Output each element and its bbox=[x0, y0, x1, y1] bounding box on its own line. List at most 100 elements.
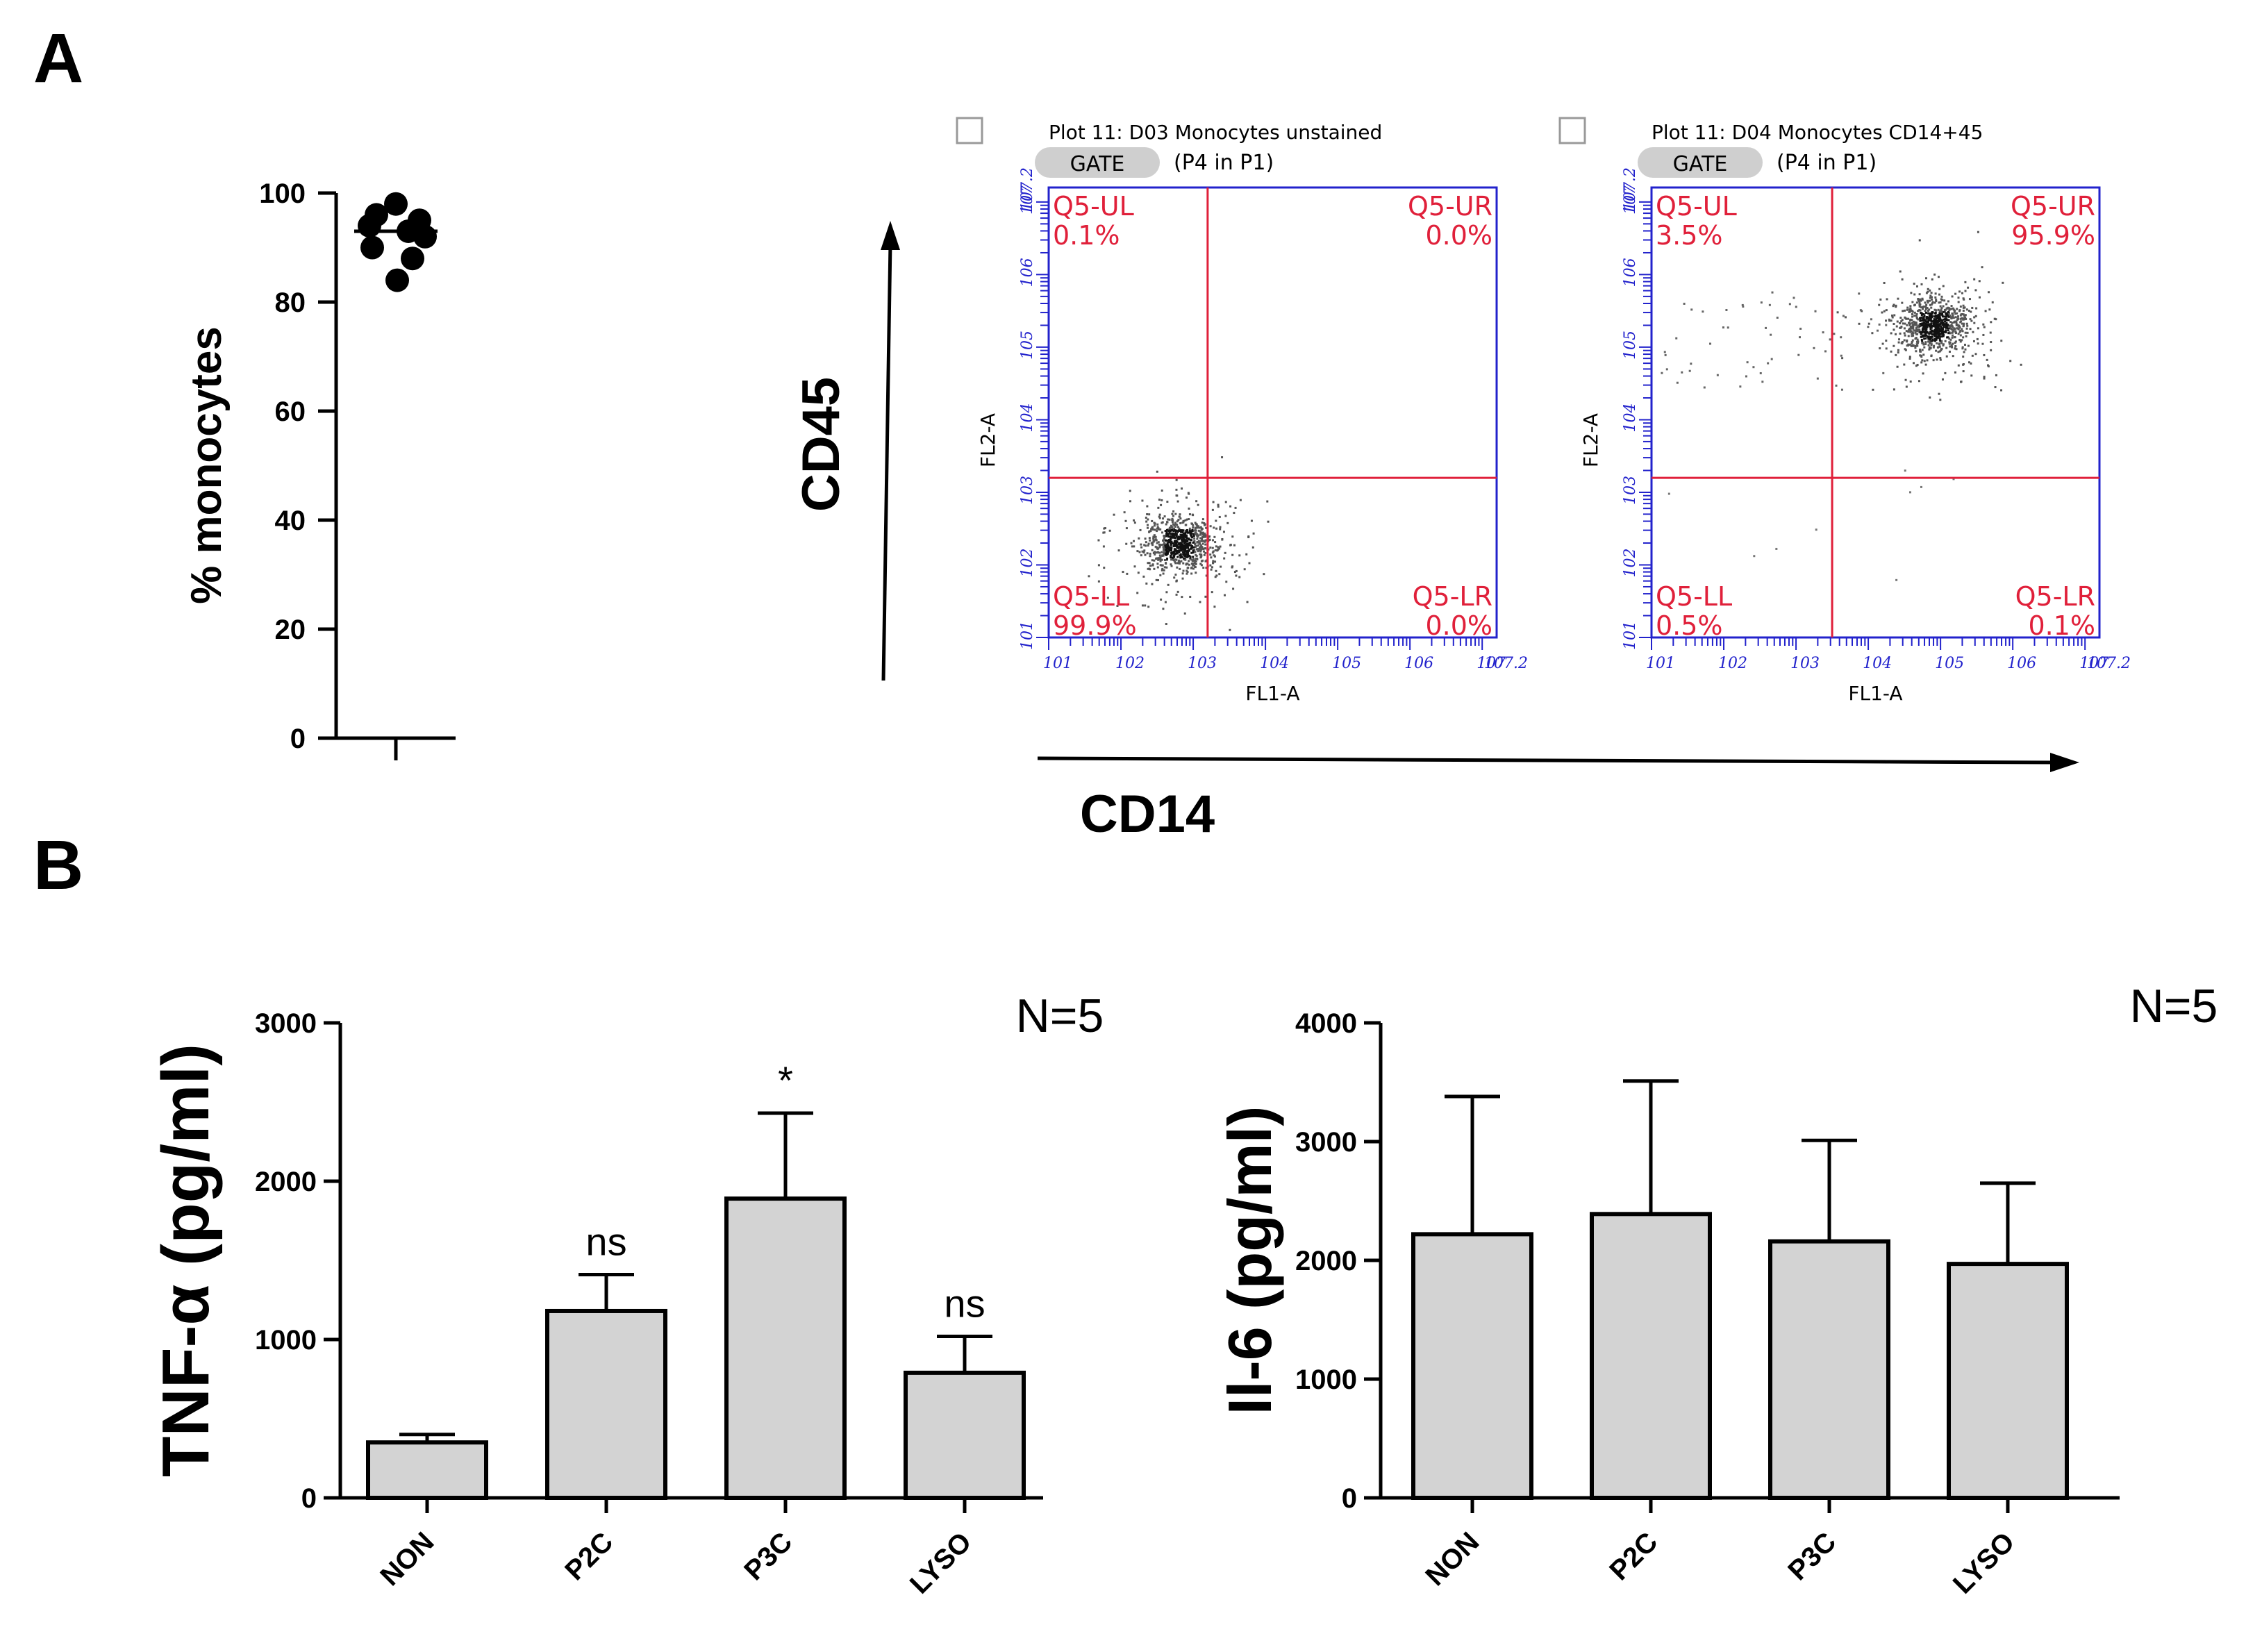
event-dot bbox=[1218, 573, 1221, 576]
event-dot bbox=[1924, 337, 1927, 340]
event-dot bbox=[1175, 593, 1178, 596]
event-dot bbox=[1703, 386, 1706, 389]
y-axis-title: FL2-A bbox=[976, 413, 999, 467]
event-dot bbox=[1927, 290, 1929, 293]
event-dot bbox=[1233, 544, 1236, 547]
event-dot bbox=[1917, 299, 1920, 301]
event-dot bbox=[1186, 544, 1188, 547]
event-dot bbox=[1182, 532, 1185, 535]
event-dot bbox=[1925, 321, 1928, 324]
event-dot bbox=[1197, 548, 1199, 551]
event-dot bbox=[1173, 576, 1176, 579]
event-dot bbox=[1841, 357, 1844, 360]
event-dot bbox=[1165, 543, 1168, 546]
event-dot bbox=[1878, 303, 1881, 306]
event-dot bbox=[1858, 292, 1861, 295]
event-dot bbox=[1239, 499, 1242, 501]
event-dot bbox=[1173, 524, 1176, 526]
event-dot bbox=[1897, 297, 1899, 300]
event-dot bbox=[1995, 318, 1997, 321]
event-dot bbox=[1214, 560, 1217, 563]
event-dot bbox=[1192, 563, 1195, 566]
event-dot bbox=[1179, 553, 1182, 556]
event-dot bbox=[1912, 320, 1915, 323]
event-dot bbox=[1182, 562, 1185, 565]
event-dot bbox=[1929, 341, 1931, 344]
event-dot bbox=[1964, 281, 1967, 283]
event-dot bbox=[1942, 333, 1945, 335]
event-dot bbox=[1213, 554, 1215, 557]
event-dot bbox=[1229, 505, 1232, 508]
event-dot bbox=[1926, 299, 1929, 302]
event-dot bbox=[1144, 553, 1147, 556]
event-dot bbox=[1162, 540, 1165, 542]
event-dot bbox=[1199, 530, 1201, 533]
event-dot bbox=[1938, 345, 1941, 348]
event-dot bbox=[1171, 528, 1174, 531]
event-dot bbox=[1920, 314, 1923, 317]
event-dot bbox=[1902, 310, 1904, 312]
event-dot bbox=[1231, 553, 1234, 556]
cd45-arrow-shaft bbox=[881, 242, 892, 681]
event-dot bbox=[1923, 324, 1926, 327]
event-dot bbox=[1893, 344, 1895, 347]
event-dot bbox=[1201, 559, 1204, 562]
event-dot bbox=[1212, 560, 1215, 562]
event-dot bbox=[1951, 315, 1954, 317]
event-dot bbox=[1885, 324, 1888, 326]
event-dot bbox=[1224, 551, 1226, 554]
event-dot bbox=[1935, 337, 1938, 340]
event-dot bbox=[1186, 572, 1188, 575]
event-dot bbox=[1195, 554, 1198, 557]
event-dot bbox=[1908, 322, 1911, 325]
event-dot bbox=[1935, 349, 1938, 352]
event-dot bbox=[1934, 296, 1937, 299]
event-dot bbox=[1190, 551, 1193, 554]
event-dot bbox=[1907, 344, 1910, 347]
event-dot bbox=[1937, 314, 1940, 317]
event-dot bbox=[1978, 296, 1981, 299]
event-dot bbox=[1909, 308, 1912, 311]
event-dot bbox=[1147, 562, 1149, 565]
plot-title: Plot 11: D04 Monocytes CD14+45 bbox=[1652, 121, 1983, 144]
event-dot bbox=[1936, 323, 1939, 326]
event-dot bbox=[1840, 336, 1842, 339]
event-dot bbox=[1174, 562, 1177, 565]
event-dot bbox=[1136, 550, 1139, 553]
event-dot bbox=[1988, 291, 1990, 294]
event-dot bbox=[1945, 322, 1948, 324]
event-dot bbox=[1938, 332, 1940, 335]
event-dot bbox=[1930, 319, 1933, 322]
cd45-arrow-head bbox=[881, 221, 900, 250]
event-dot bbox=[1829, 338, 1831, 341]
event-dot bbox=[1174, 574, 1177, 576]
event-dot bbox=[1192, 524, 1195, 526]
event-dot bbox=[1922, 306, 1925, 308]
event-dot bbox=[1915, 322, 1918, 324]
event-dot bbox=[1168, 527, 1171, 530]
event-dot bbox=[1990, 349, 1993, 351]
event-dot bbox=[1175, 533, 1178, 535]
event-dot bbox=[1194, 566, 1197, 569]
event-dot bbox=[1915, 328, 1918, 331]
quadrant-value: 99.9% bbox=[1053, 610, 1137, 641]
event-dot bbox=[1940, 325, 1943, 328]
event-dot bbox=[1171, 517, 1174, 520]
event-dot bbox=[1145, 520, 1148, 523]
event-dot bbox=[1961, 347, 1964, 350]
event-dot bbox=[1814, 310, 1817, 312]
event-dot bbox=[1217, 546, 1220, 549]
event-dot bbox=[1146, 526, 1149, 529]
event-dot bbox=[1966, 324, 1969, 327]
event-dot bbox=[1170, 553, 1173, 556]
event-dot bbox=[1908, 356, 1911, 358]
event-dot bbox=[1174, 529, 1177, 532]
event-dot bbox=[1952, 308, 1955, 311]
event-dot bbox=[1201, 547, 1204, 550]
event-dot bbox=[1172, 559, 1175, 562]
event-dot bbox=[1182, 544, 1185, 547]
event-dot bbox=[1950, 317, 1953, 319]
event-dot bbox=[1914, 345, 1917, 348]
event-dot bbox=[1920, 319, 1922, 322]
event-dot bbox=[1929, 294, 1932, 297]
